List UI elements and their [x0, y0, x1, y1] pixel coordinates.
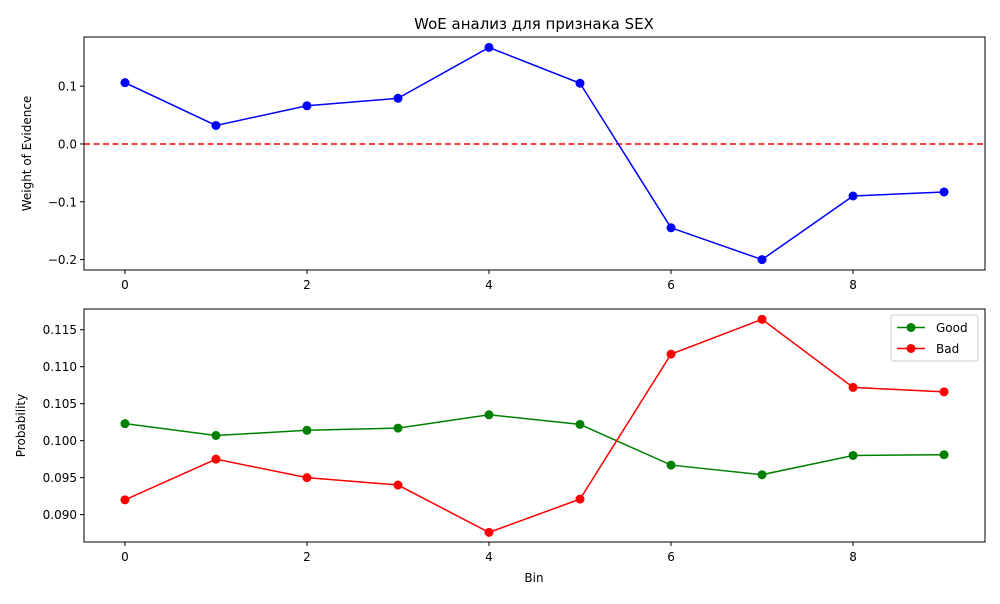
woe-axes-frame [83, 36, 986, 271]
probability-bad-point-4 [484, 527, 494, 537]
probability-good-point-9 [939, 450, 949, 460]
woe-plot-area: 0 2 4 6 8 −0.2 −0.1 0.0 0.1 [48, 36, 986, 292]
probability-good-point-4 [484, 410, 494, 420]
probability-bad-point-2 [302, 473, 312, 483]
woe-woe-point-5 [575, 78, 585, 88]
woe-x-tick-label: 8 [849, 278, 857, 292]
probability-bad-point-7 [757, 314, 767, 324]
probability-series-good [120, 410, 949, 480]
woe-series-woe [120, 42, 949, 265]
probability-x-axis-label: Bin [524, 571, 543, 585]
woe-woe-point-7 [757, 255, 767, 265]
legend-good-label: Good [936, 321, 968, 335]
legend-good-marker [906, 323, 916, 332]
probability-plot-area: 0 2 4 6 8 0.090 0.095 0.100 0.105 0.110 0.115 [43, 308, 986, 564]
probability-panel: Probability Bin 0 2 4 6 8 0.090 0.095 0.100 0.10… [14, 308, 986, 585]
woe-x-tick-label: 6 [667, 278, 675, 292]
probability-good-point-8 [848, 450, 858, 460]
probability-bad-line [124, 318, 945, 534]
probability-y-tick-label: 0.105 [43, 397, 77, 411]
woe-woe-point-4 [484, 42, 494, 52]
woe-woe-point-2 [302, 101, 312, 111]
probability-bad-point-3 [393, 480, 403, 490]
woe-panel: WoE анализ для признака SEX Weight of Ev… [20, 15, 986, 292]
probability-good-point-7 [757, 470, 767, 480]
probability-good-point-0 [120, 419, 130, 429]
woe-y-tick-label: 0.0 [58, 137, 77, 151]
probability-y-tick-label: 0.100 [43, 434, 77, 448]
probability-good-line [124, 414, 945, 476]
woe-woe-point-3 [393, 93, 403, 103]
woe-woe-point-9 [939, 187, 949, 197]
probability-y-tick-label: 0.110 [43, 360, 77, 374]
probability-y-tick-label: 0.115 [43, 323, 77, 337]
woe-y-axis-label: Weight of Evidence [20, 96, 34, 212]
probability-good-point-1 [211, 430, 221, 440]
woe-x-tick-label: 0 [121, 278, 129, 292]
probability-bad-point-0 [120, 495, 130, 505]
probability-x-tick-label: 0 [121, 550, 129, 564]
probability-y-tick-label: 0.090 [43, 508, 77, 522]
woe-woe-point-6 [666, 223, 676, 233]
woe-woe-line [124, 46, 945, 261]
woe-x-tick-label: 2 [303, 278, 311, 292]
probability-y-tick-label: 0.095 [43, 471, 77, 485]
probability-bad-point-6 [666, 349, 676, 359]
legend-bad-marker [906, 344, 916, 353]
probability-good-point-5 [575, 419, 585, 429]
probability-x-tick-label: 6 [667, 550, 675, 564]
probability-axes-frame [83, 308, 986, 543]
woe-woe-point-8 [848, 191, 858, 201]
probability-bad-point-8 [848, 382, 858, 392]
probability-x-tick-label: 2 [303, 550, 311, 564]
probability-good-point-2 [302, 425, 312, 435]
woe-woe-point-1 [211, 120, 221, 130]
legend: Good Bad [890, 314, 979, 362]
probability-series-bad [120, 314, 949, 537]
probability-x-tick-label: 4 [485, 550, 493, 564]
probability-bad-point-1 [211, 454, 221, 464]
probability-good-point-6 [666, 460, 676, 470]
woe-y-tick-label: 0.1 [58, 80, 77, 94]
probability-bad-point-9 [939, 387, 949, 397]
legend-bad-label: Bad [936, 342, 959, 356]
woe-x-tick-label: 4 [485, 278, 493, 292]
legend-item-bad: Bad [897, 342, 959, 356]
woe-y-tick-label: −0.1 [48, 195, 77, 209]
probability-x-tick-label: 8 [849, 550, 857, 564]
legend-item-good: Good [897, 321, 968, 335]
probability-y-axis-label: Probability [14, 394, 28, 457]
probability-good-point-3 [393, 423, 403, 433]
probability-bad-point-5 [575, 494, 585, 504]
woe-y-tick-label: −0.2 [48, 253, 77, 267]
woe-chart-title: WoE анализ для признака SEX [414, 15, 654, 33]
woe-woe-point-0 [120, 78, 130, 88]
